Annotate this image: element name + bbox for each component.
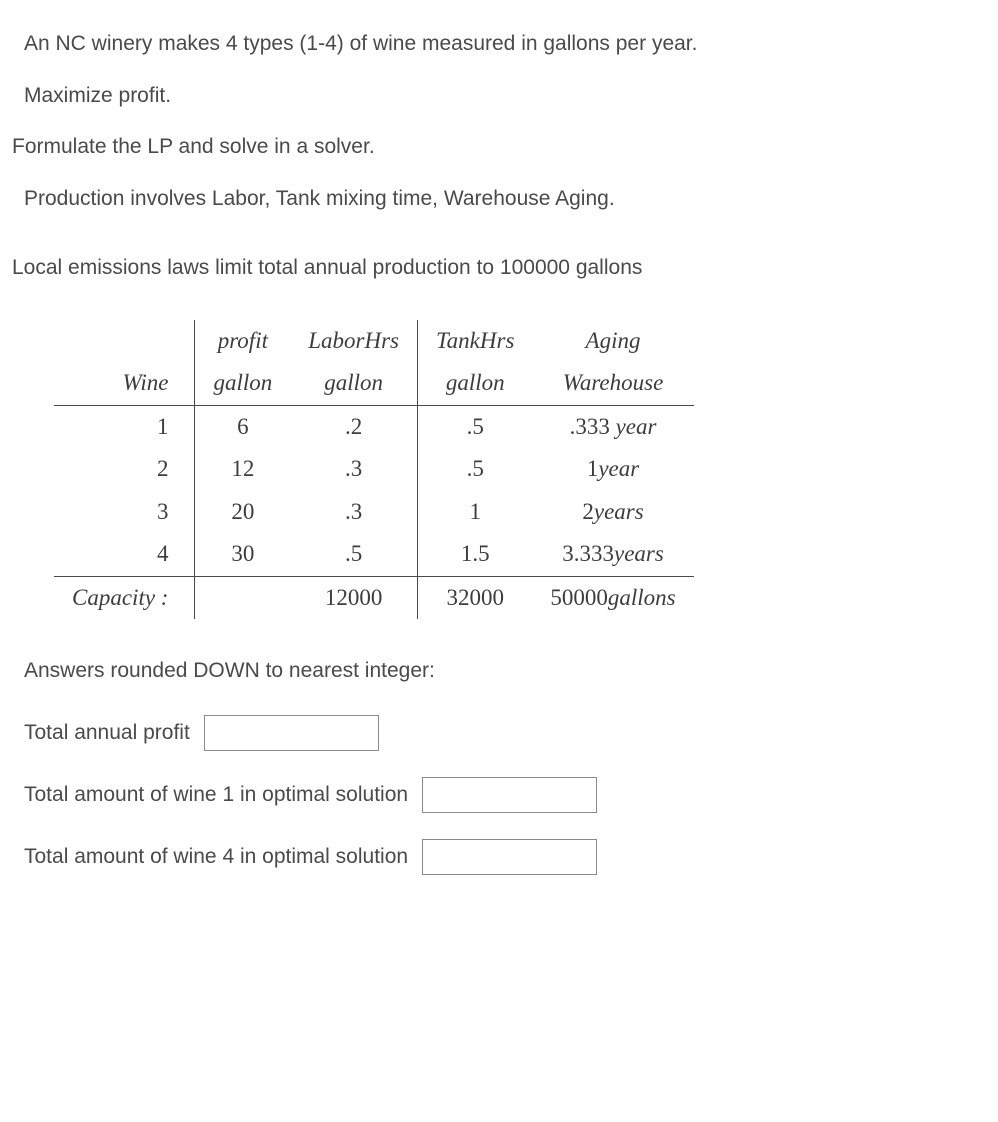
hdr-tank-unit: gallon xyxy=(418,362,533,405)
hdr-wine: Wine xyxy=(54,362,195,405)
table-header-row-1: profit LaborHrs TankHrs Aging xyxy=(54,320,694,363)
cell-capacity-labor: 12000 xyxy=(290,576,417,619)
cell-capacity-aging: 50000gallons xyxy=(532,576,693,619)
answers-section: Answers rounded DOWN to nearest integer:… xyxy=(24,655,974,875)
cell-profit: 6 xyxy=(195,405,290,448)
hdr-aging: Aging xyxy=(532,320,693,363)
cell-profit: 12 xyxy=(195,448,290,491)
cell-capacity-tank: 32000 xyxy=(418,576,533,619)
cell-labor: .3 xyxy=(290,491,417,534)
answers-heading: Answers rounded DOWN to nearest integer: xyxy=(24,655,974,687)
cell-labor: .2 xyxy=(290,405,417,448)
problem-line-5: Local emissions laws limit total annual … xyxy=(12,252,974,284)
hdr-profit: profit xyxy=(195,320,290,363)
cell-tank: .5 xyxy=(418,448,533,491)
cell-tank: .5 xyxy=(418,405,533,448)
table-row: 4 30 .5 1.5 3.333years xyxy=(54,533,694,576)
cell-tank: 1.5 xyxy=(418,533,533,576)
answer-row-profit: Total annual profit xyxy=(24,715,974,751)
hdr-labor: LaborHrs xyxy=(290,320,417,363)
table-row: 3 20 .3 1 2years xyxy=(54,491,694,534)
answer-label: Total annual profit xyxy=(24,717,190,749)
problem-line-4: Production involves Labor, Tank mixing t… xyxy=(24,183,974,215)
table-row: 2 12 .3 .5 1year xyxy=(54,448,694,491)
cell-aging: 1year xyxy=(532,448,693,491)
hdr-labor-unit: gallon xyxy=(290,362,417,405)
problem-line-1: An NC winery makes 4 types (1-4) of wine… xyxy=(24,28,974,60)
problem-line-2: Maximize profit. xyxy=(24,80,974,112)
table-capacity-row: Capacity : 12000 32000 50000gallons xyxy=(54,576,694,619)
table-header-row-2: Wine gallon gallon gallon Warehouse xyxy=(54,362,694,405)
wine4-amount-input[interactable] xyxy=(422,839,597,875)
cell-labor: .3 xyxy=(290,448,417,491)
hdr-aging-unit: Warehouse xyxy=(532,362,693,405)
table-row: 1 6 .2 .5 .333 year xyxy=(54,405,694,448)
cell-aging: .333 year xyxy=(532,405,693,448)
cell-capacity-profit xyxy=(195,576,290,619)
wine1-amount-input[interactable] xyxy=(422,777,597,813)
cell-wine: 2 xyxy=(54,448,195,491)
cell-profit: 20 xyxy=(195,491,290,534)
problem-line-3: Formulate the LP and solve in a solver. xyxy=(12,131,974,163)
cell-capacity-label: Capacity : xyxy=(54,576,195,619)
answer-row-wine4: Total amount of wine 4 in optimal soluti… xyxy=(24,839,974,875)
cell-aging: 2years xyxy=(532,491,693,534)
cell-profit: 30 xyxy=(195,533,290,576)
hdr-profit-unit: gallon xyxy=(195,362,290,405)
problem-text: An NC winery makes 4 types (1-4) of wine… xyxy=(24,28,974,284)
answer-label: Total amount of wine 4 in optimal soluti… xyxy=(24,841,408,873)
answer-row-wine1: Total amount of wine 1 in optimal soluti… xyxy=(24,777,974,813)
cell-wine: 4 xyxy=(54,533,195,576)
hdr-tank: TankHrs xyxy=(418,320,533,363)
wine-data-table: profit LaborHrs TankHrs Aging Wine gallo… xyxy=(54,320,694,620)
hdr-blank xyxy=(54,320,195,363)
cell-tank: 1 xyxy=(418,491,533,534)
answer-label: Total amount of wine 1 in optimal soluti… xyxy=(24,779,408,811)
cell-wine: 1 xyxy=(54,405,195,448)
cell-wine: 3 xyxy=(54,491,195,534)
cell-labor: .5 xyxy=(290,533,417,576)
total-profit-input[interactable] xyxy=(204,715,379,751)
cell-aging: 3.333years xyxy=(532,533,693,576)
